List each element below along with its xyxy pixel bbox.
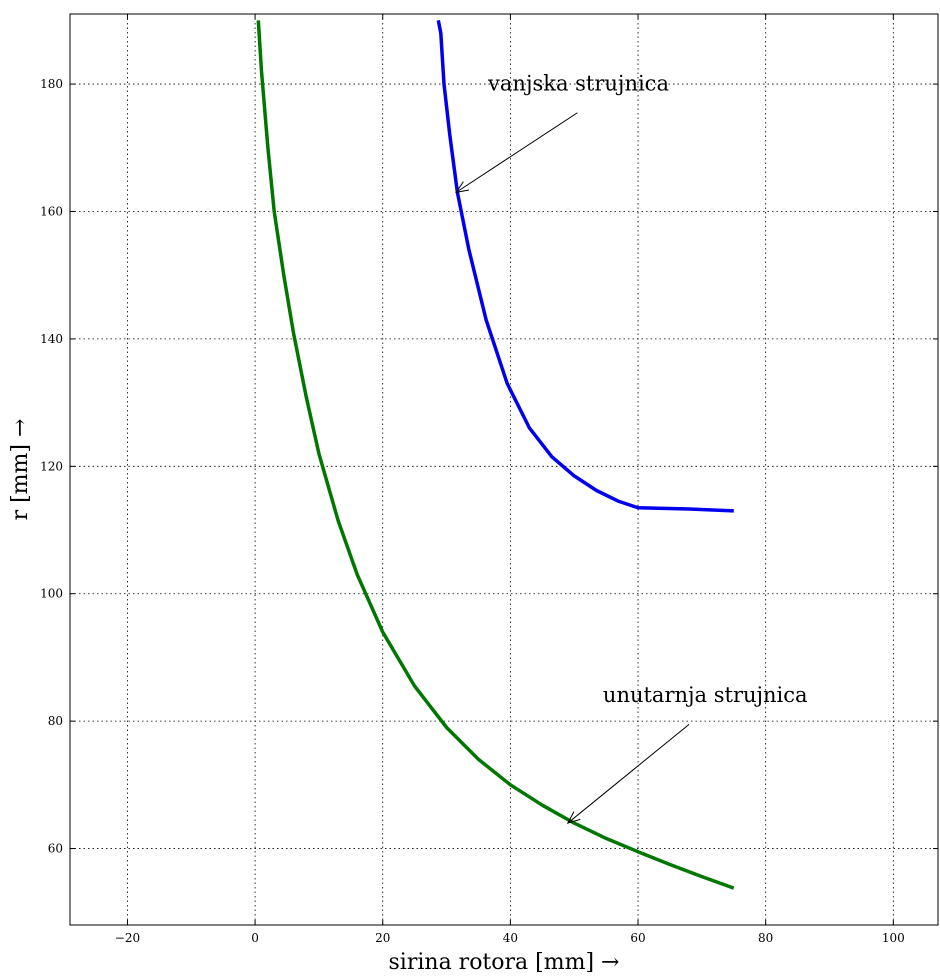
outer-streamline-series — [436, 20, 734, 513]
y-tick-label: 60 — [48, 842, 63, 856]
y-axis-label: r [mm] → — [8, 419, 33, 521]
ticks: −20 0 20 40 60 80 100 60 80 100 120 140 160 180 — [40, 14, 938, 945]
inner-streamline-series — [256, 20, 735, 890]
series-group — [256, 20, 735, 890]
y-tick-label: 100 — [40, 587, 63, 601]
y-tick-label: 160 — [40, 204, 63, 218]
x-tick-label: 20 — [375, 931, 390, 945]
annotation-label: unutarnja strujnica — [603, 683, 808, 707]
y-tick-label: 120 — [40, 459, 63, 473]
x-tick-label: 0 — [251, 931, 259, 945]
y-tick-label: 140 — [40, 332, 63, 346]
x-axis-label: sirina rotora [mm] → — [389, 950, 620, 975]
x-tick-label: −20 — [115, 931, 140, 945]
x-tick-label: 40 — [503, 931, 518, 945]
annotation-group: vanjska strujnica unutarnja strujnica — [456, 71, 808, 823]
x-tick-label: 80 — [758, 931, 773, 945]
y-tick-label: 80 — [48, 714, 63, 728]
annotation-label: vanjska strujnica — [487, 71, 669, 95]
x-tick-label: 60 — [630, 931, 645, 945]
annotation-arrow — [568, 723, 690, 823]
grid — [70, 14, 938, 925]
plot-frame — [69, 13, 939, 926]
annotation-arrow — [456, 112, 578, 193]
y-tick-label: 180 — [40, 77, 63, 91]
x-tick-label: 100 — [882, 931, 905, 945]
